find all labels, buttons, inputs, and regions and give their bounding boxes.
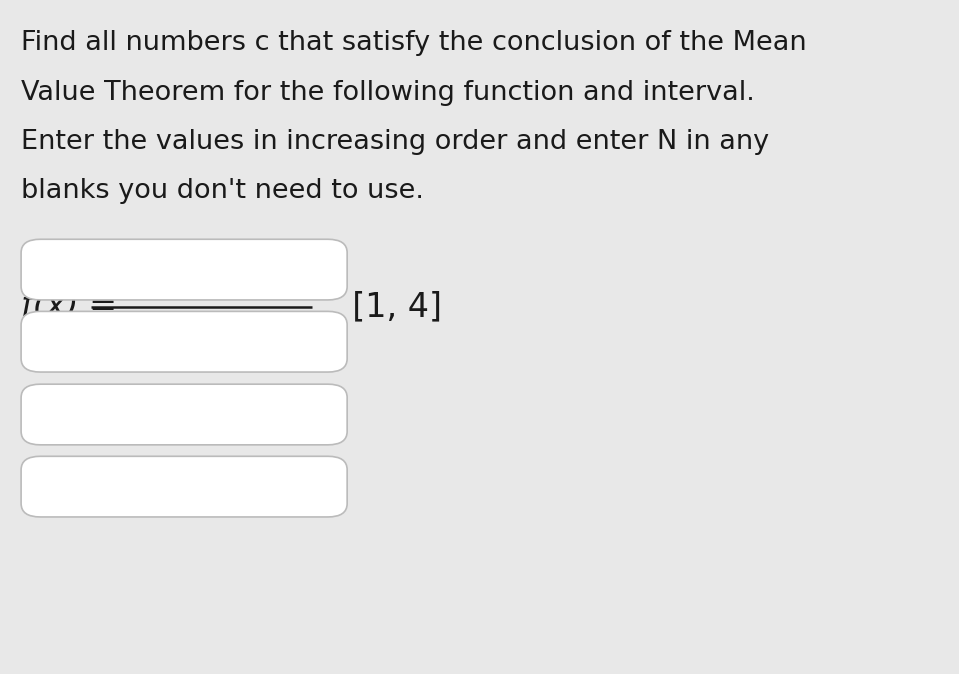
Text: Enter the values in increasing order and enter N in any: Enter the values in increasing order and… <box>21 129 769 155</box>
Text: , [1, 4]: , [1, 4] <box>331 290 442 323</box>
Text: 6x: 6x <box>181 249 222 281</box>
Text: blanks you don't need to use.: blanks you don't need to use. <box>21 178 424 204</box>
FancyBboxPatch shape <box>21 456 347 517</box>
FancyBboxPatch shape <box>21 384 347 445</box>
Text: Value Theorem for the following function and interval.: Value Theorem for the following function… <box>21 80 755 106</box>
Text: Find all numbers c that satisfy the conclusion of the Mean: Find all numbers c that satisfy the conc… <box>21 30 807 57</box>
Text: 7x + 14: 7x + 14 <box>135 332 268 365</box>
Text: f(x) =: f(x) = <box>21 290 117 323</box>
FancyBboxPatch shape <box>21 239 347 300</box>
FancyBboxPatch shape <box>21 311 347 372</box>
